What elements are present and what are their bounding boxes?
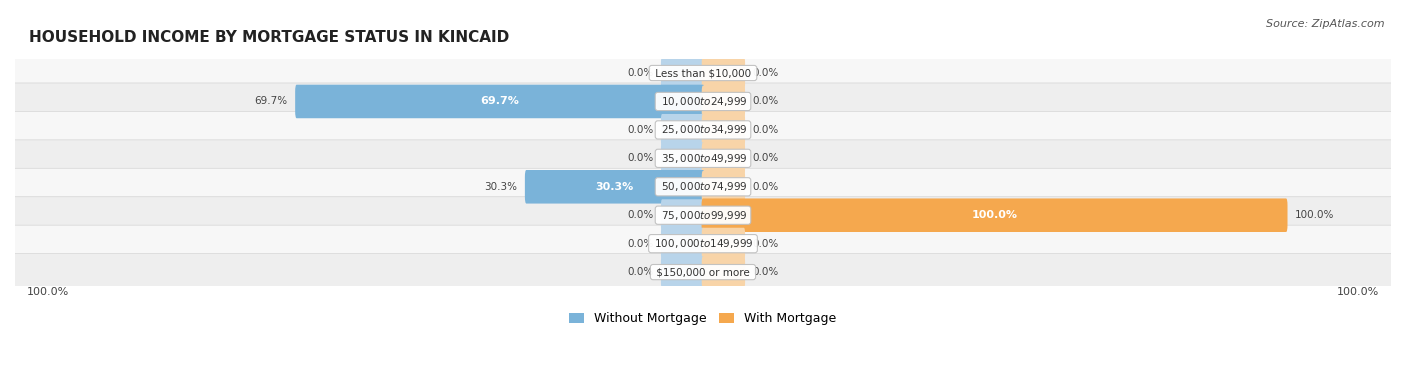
FancyBboxPatch shape bbox=[14, 54, 1392, 91]
Text: 0.0%: 0.0% bbox=[752, 182, 779, 192]
Text: 100.0%: 100.0% bbox=[1295, 210, 1334, 220]
Text: $50,000 to $74,999: $50,000 to $74,999 bbox=[658, 180, 748, 193]
Text: 0.0%: 0.0% bbox=[752, 267, 779, 277]
Text: 30.3%: 30.3% bbox=[485, 182, 517, 192]
Text: 0.0%: 0.0% bbox=[627, 210, 654, 220]
FancyBboxPatch shape bbox=[702, 228, 745, 260]
FancyBboxPatch shape bbox=[295, 85, 704, 118]
Text: $150,000 or more: $150,000 or more bbox=[652, 267, 754, 277]
Text: Less than $10,000: Less than $10,000 bbox=[652, 68, 754, 78]
FancyBboxPatch shape bbox=[661, 114, 704, 146]
FancyBboxPatch shape bbox=[14, 225, 1392, 262]
Text: HOUSEHOLD INCOME BY MORTGAGE STATUS IN KINCAID: HOUSEHOLD INCOME BY MORTGAGE STATUS IN K… bbox=[28, 30, 509, 45]
Text: 0.0%: 0.0% bbox=[752, 68, 779, 78]
Text: 0.0%: 0.0% bbox=[627, 267, 654, 277]
FancyBboxPatch shape bbox=[14, 140, 1392, 177]
Text: 30.3%: 30.3% bbox=[596, 182, 634, 192]
Text: $25,000 to $34,999: $25,000 to $34,999 bbox=[658, 123, 748, 136]
FancyBboxPatch shape bbox=[661, 199, 704, 231]
FancyBboxPatch shape bbox=[702, 256, 745, 288]
FancyBboxPatch shape bbox=[14, 197, 1392, 234]
FancyBboxPatch shape bbox=[702, 171, 745, 203]
Text: $100,000 to $149,999: $100,000 to $149,999 bbox=[651, 237, 755, 250]
Text: 100.0%: 100.0% bbox=[27, 287, 69, 297]
FancyBboxPatch shape bbox=[524, 170, 704, 204]
Text: 0.0%: 0.0% bbox=[627, 125, 654, 135]
Text: 0.0%: 0.0% bbox=[627, 239, 654, 249]
FancyBboxPatch shape bbox=[702, 57, 745, 89]
Text: $75,000 to $99,999: $75,000 to $99,999 bbox=[658, 209, 748, 222]
Text: 0.0%: 0.0% bbox=[752, 125, 779, 135]
FancyBboxPatch shape bbox=[14, 254, 1392, 291]
Text: Source: ZipAtlas.com: Source: ZipAtlas.com bbox=[1267, 19, 1385, 29]
Text: $10,000 to $24,999: $10,000 to $24,999 bbox=[658, 95, 748, 108]
FancyBboxPatch shape bbox=[661, 57, 704, 89]
Text: 69.7%: 69.7% bbox=[481, 96, 519, 107]
Text: 0.0%: 0.0% bbox=[627, 68, 654, 78]
FancyBboxPatch shape bbox=[661, 228, 704, 260]
Text: 69.7%: 69.7% bbox=[254, 96, 288, 107]
Text: 0.0%: 0.0% bbox=[752, 239, 779, 249]
FancyBboxPatch shape bbox=[14, 83, 1392, 120]
Text: 0.0%: 0.0% bbox=[752, 153, 779, 163]
Text: 100.0%: 100.0% bbox=[1337, 287, 1379, 297]
FancyBboxPatch shape bbox=[702, 85, 745, 118]
FancyBboxPatch shape bbox=[14, 168, 1392, 205]
Text: 100.0%: 100.0% bbox=[972, 210, 1018, 220]
FancyBboxPatch shape bbox=[702, 198, 1288, 232]
Text: $35,000 to $49,999: $35,000 to $49,999 bbox=[658, 152, 748, 165]
FancyBboxPatch shape bbox=[661, 256, 704, 288]
Text: 0.0%: 0.0% bbox=[752, 96, 779, 107]
Text: 0.0%: 0.0% bbox=[627, 153, 654, 163]
FancyBboxPatch shape bbox=[14, 112, 1392, 149]
Legend: Without Mortgage, With Mortgage: Without Mortgage, With Mortgage bbox=[564, 307, 842, 330]
FancyBboxPatch shape bbox=[702, 143, 745, 174]
FancyBboxPatch shape bbox=[661, 143, 704, 174]
FancyBboxPatch shape bbox=[702, 114, 745, 146]
